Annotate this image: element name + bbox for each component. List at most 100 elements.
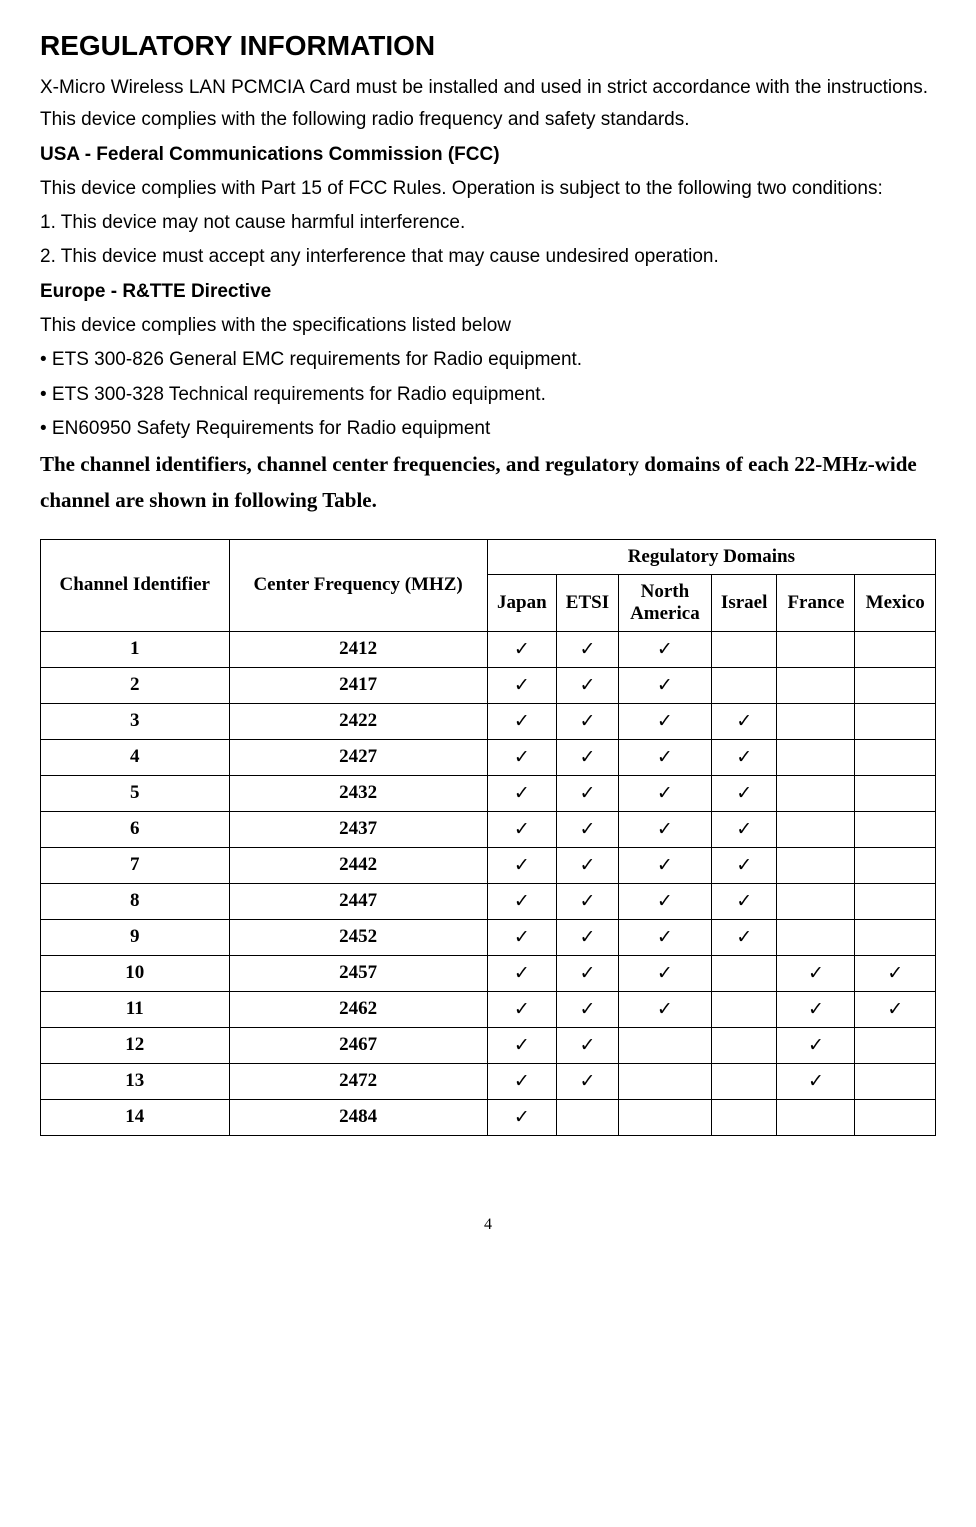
cell-domain <box>777 919 855 955</box>
cell-freq: 2452 <box>229 919 487 955</box>
cell-domain <box>855 847 936 883</box>
table-note: The channel identifiers, channel center … <box>40 447 936 518</box>
cell-domain <box>711 991 777 1027</box>
cell-domain: ✓ <box>557 883 619 919</box>
cell-domain: ✓ <box>487 919 556 955</box>
cell-domain: ✓ <box>557 631 619 667</box>
table-row: 142484✓ <box>41 1099 936 1135</box>
cell-domain: ✓ <box>618 631 711 667</box>
cell-domain <box>855 667 936 703</box>
cell-domain: ✓ <box>711 739 777 775</box>
cell-channel: 9 <box>41 919 230 955</box>
cell-channel: 1 <box>41 631 230 667</box>
cell-domain <box>777 631 855 667</box>
cell-domain: ✓ <box>557 955 619 991</box>
table-row: 12412✓✓✓ <box>41 631 936 667</box>
table-row: 122467✓✓✓ <box>41 1027 936 1063</box>
cell-domain <box>618 1027 711 1063</box>
regulatory-table: Channel Identifier Center Frequency (MHZ… <box>40 539 936 1136</box>
cell-channel: 8 <box>41 883 230 919</box>
cell-domain: ✓ <box>777 955 855 991</box>
cell-freq: 2447 <box>229 883 487 919</box>
cell-domain: ✓ <box>711 703 777 739</box>
cell-domain <box>618 1099 711 1135</box>
cell-freq: 2432 <box>229 775 487 811</box>
cell-domain: ✓ <box>487 1099 556 1135</box>
cell-domain: ✓ <box>487 991 556 1027</box>
domain-header: ETSI <box>557 574 619 631</box>
col-domains: Regulatory Domains <box>487 539 935 574</box>
cell-channel: 3 <box>41 703 230 739</box>
cell-domain <box>855 919 936 955</box>
europe-item-2: • ETS 300-328 Technical requirements for… <box>40 379 936 411</box>
cell-domain <box>855 739 936 775</box>
cell-domain: ✓ <box>557 775 619 811</box>
page-number: 4 <box>40 1216 936 1234</box>
cell-domain <box>855 1063 936 1099</box>
cell-channel: 4 <box>41 739 230 775</box>
table-row: 62437✓✓✓✓ <box>41 811 936 847</box>
cell-domain: ✓ <box>557 1063 619 1099</box>
col-channel: Channel Identifier <box>41 539 230 631</box>
cell-domain <box>777 811 855 847</box>
europe-heading: Europe - R&TTE Directive <box>40 276 936 308</box>
cell-domain: ✓ <box>487 631 556 667</box>
cell-domain: ✓ <box>777 991 855 1027</box>
cell-freq: 2442 <box>229 847 487 883</box>
cell-domain <box>855 631 936 667</box>
cell-domain <box>711 1099 777 1135</box>
cell-domain <box>855 775 936 811</box>
domain-header: NorthAmerica <box>618 574 711 631</box>
table-row: 132472✓✓✓ <box>41 1063 936 1099</box>
intro-text: X-Micro Wireless LAN PCMCIA Card must be… <box>40 72 936 137</box>
cell-channel: 2 <box>41 667 230 703</box>
cell-domain: ✓ <box>855 955 936 991</box>
cell-domain: ✓ <box>855 991 936 1027</box>
cell-domain: ✓ <box>777 1027 855 1063</box>
col-freq: Center Frequency (MHZ) <box>229 539 487 631</box>
table-row: 82447✓✓✓✓ <box>41 883 936 919</box>
table-row: 112462✓✓✓✓✓ <box>41 991 936 1027</box>
cell-domain: ✓ <box>618 739 711 775</box>
europe-item-3: • EN60950 Safety Requirements for Radio … <box>40 413 936 445</box>
cell-domain: ✓ <box>487 1063 556 1099</box>
cell-domain: ✓ <box>618 955 711 991</box>
cell-domain: ✓ <box>487 775 556 811</box>
cell-domain: ✓ <box>618 703 711 739</box>
cell-domain: ✓ <box>711 919 777 955</box>
europe-text: This device complies with the specificat… <box>40 310 936 342</box>
cell-channel: 10 <box>41 955 230 991</box>
table-row: 92452✓✓✓✓ <box>41 919 936 955</box>
domain-header: Mexico <box>855 574 936 631</box>
domain-header: France <box>777 574 855 631</box>
cell-domain <box>855 883 936 919</box>
cell-channel: 7 <box>41 847 230 883</box>
usa-item-2: 2. This device must accept any interfere… <box>40 241 936 273</box>
cell-domain: ✓ <box>557 703 619 739</box>
table-row: 52432✓✓✓✓ <box>41 775 936 811</box>
domain-header: Israel <box>711 574 777 631</box>
usa-item-1: 1. This device may not cause harmful int… <box>40 207 936 239</box>
page-title: REGULATORY INFORMATION <box>40 30 936 62</box>
cell-domain: ✓ <box>618 919 711 955</box>
cell-domain: ✓ <box>487 739 556 775</box>
cell-freq: 2427 <box>229 739 487 775</box>
cell-domain <box>557 1099 619 1135</box>
cell-domain <box>711 631 777 667</box>
cell-domain: ✓ <box>487 811 556 847</box>
cell-freq: 2422 <box>229 703 487 739</box>
cell-domain <box>711 1063 777 1099</box>
cell-channel: 5 <box>41 775 230 811</box>
cell-domain: ✓ <box>618 667 711 703</box>
cell-domain: ✓ <box>618 847 711 883</box>
cell-freq: 2417 <box>229 667 487 703</box>
cell-domain <box>618 1063 711 1099</box>
cell-freq: 2467 <box>229 1027 487 1063</box>
cell-domain <box>855 811 936 847</box>
cell-domain: ✓ <box>557 739 619 775</box>
table-row: 72442✓✓✓✓ <box>41 847 936 883</box>
cell-domain: ✓ <box>487 703 556 739</box>
cell-domain <box>855 703 936 739</box>
cell-domain: ✓ <box>557 991 619 1027</box>
cell-domain: ✓ <box>711 775 777 811</box>
